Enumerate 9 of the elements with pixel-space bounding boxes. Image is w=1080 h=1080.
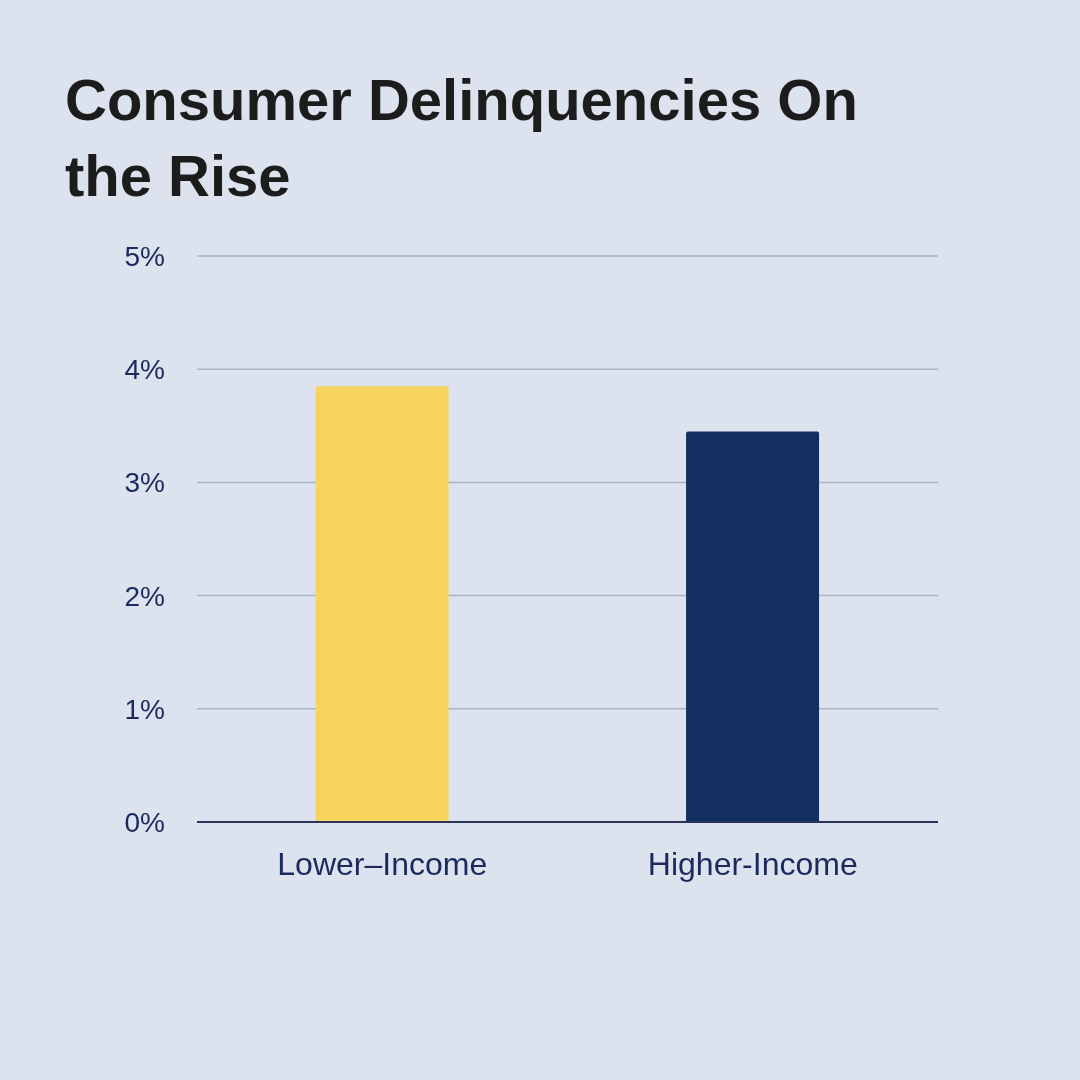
y-tick-label: 4% xyxy=(124,354,165,386)
y-tick-label: 3% xyxy=(124,467,165,499)
x-tick-label: Higher-Income xyxy=(647,845,858,882)
y-tick-label: 1% xyxy=(124,693,165,725)
chart-title: Consumer Delinquencies On the Rise xyxy=(65,66,859,210)
y-tick-label: 2% xyxy=(124,580,165,612)
y-tick-label: 0% xyxy=(124,806,165,838)
y-tick-label: 5% xyxy=(124,240,165,272)
x-tick-label: Lower–Income xyxy=(277,845,488,882)
